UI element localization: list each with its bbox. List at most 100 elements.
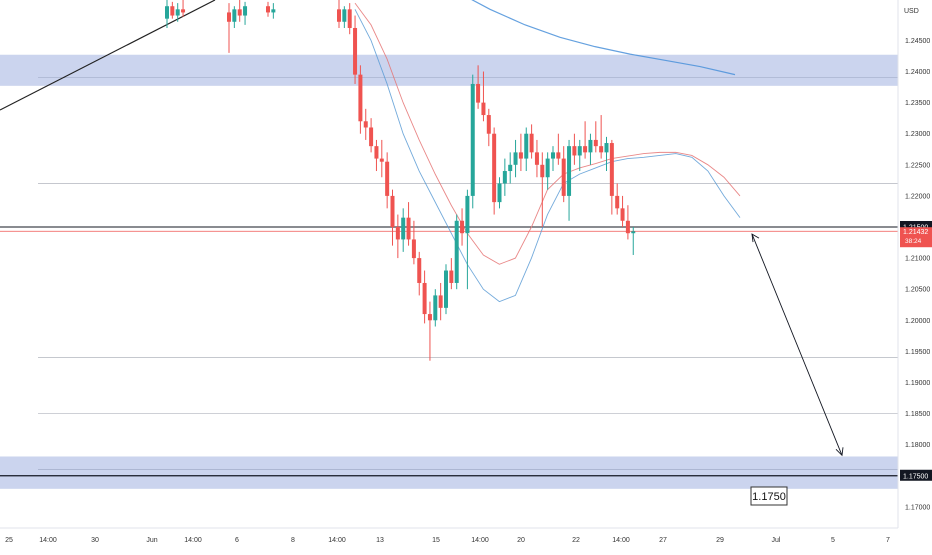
bearish-candle xyxy=(449,270,454,283)
bullish-candle xyxy=(243,6,248,16)
bearish-candle xyxy=(379,158,384,162)
price-tick-label: 1.23500 xyxy=(905,100,930,107)
price-tick-label: 1.19500 xyxy=(905,349,930,356)
bearish-candle xyxy=(481,102,486,116)
time-tick-label: 15 xyxy=(432,537,440,544)
bullish-candle xyxy=(470,83,475,196)
bullish-candle xyxy=(588,139,593,153)
bearish-candle xyxy=(476,83,481,103)
bearish-candle xyxy=(374,146,379,159)
time-tick-label: Jun xyxy=(146,537,157,544)
bearish-candle xyxy=(609,143,614,196)
current-price-badge xyxy=(900,227,932,248)
bearish-candle xyxy=(561,158,566,196)
bullish-candle xyxy=(513,152,518,165)
bearish-candle xyxy=(486,115,491,134)
bullish-candle xyxy=(604,143,609,153)
time-tick-label: 22 xyxy=(572,537,580,544)
time-tick-label: 5 xyxy=(831,537,835,544)
projection-line xyxy=(751,233,843,456)
bearish-candle xyxy=(593,139,598,147)
bearish-candle xyxy=(583,146,588,153)
demand-zone[interactable] xyxy=(0,456,898,489)
bearish-candle xyxy=(181,9,186,13)
price-tick-label: 1.23000 xyxy=(905,131,930,138)
bearish-candle xyxy=(347,9,352,28)
bullish-candle xyxy=(342,9,347,22)
bullish-candle xyxy=(165,6,169,19)
price-tick-label: 1.18000 xyxy=(905,442,930,449)
bullish-candle xyxy=(551,152,555,159)
moving-average-long xyxy=(471,0,736,76)
horizontal-levels xyxy=(0,77,898,477)
time-tick-label: 20 xyxy=(517,537,525,544)
rising-trendline[interactable] xyxy=(0,0,216,111)
target-price-label: 1.17500 xyxy=(903,473,928,480)
projection-arrow[interactable] xyxy=(751,233,844,457)
target-price-badge xyxy=(900,469,932,481)
bearish-candle xyxy=(492,133,497,203)
bearish-candle xyxy=(625,220,630,234)
bullish-candle xyxy=(454,220,459,283)
bullish-candle xyxy=(401,217,406,240)
bullish-candle xyxy=(433,295,438,321)
price-tick-label: 1.24500 xyxy=(905,38,930,45)
bearish-candle xyxy=(363,121,368,128)
bullish-candle xyxy=(567,146,572,196)
supply-zone[interactable] xyxy=(0,54,898,86)
projection-arrowhead-start xyxy=(751,233,760,243)
time-tick-label: 30 xyxy=(91,537,99,544)
price-tick-label: 1.18500 xyxy=(905,411,930,418)
bullish-candle xyxy=(577,146,582,156)
time-tick-label: 14:00 xyxy=(39,537,57,544)
bearish-candle xyxy=(170,6,175,16)
price-tick-label: 1.17000 xyxy=(905,504,930,511)
price-tick-label: 1.20500 xyxy=(905,287,930,294)
bearish-candle xyxy=(417,258,422,283)
time-tick-label: 8 xyxy=(291,537,295,544)
bullish-candle xyxy=(502,171,507,184)
bullish-candle xyxy=(631,231,636,234)
bearish-candle xyxy=(227,12,231,22)
price-tick-label: 1.21000 xyxy=(905,256,930,263)
bullish-candle xyxy=(545,158,550,178)
current-price-label: 1.21432 xyxy=(903,229,928,236)
time-tick-label: 14:00 xyxy=(612,537,630,544)
bearish-candle xyxy=(422,282,427,315)
bearish-candle xyxy=(395,226,400,240)
bearish-candle xyxy=(572,146,577,156)
bullish-candle xyxy=(465,195,470,234)
time-tick-label: 14:00 xyxy=(328,537,346,544)
bearish-candle xyxy=(390,195,395,227)
bearish-candle xyxy=(369,127,374,147)
bearish-candle xyxy=(358,74,363,122)
bullish-candle xyxy=(524,133,529,159)
bearish-candle xyxy=(385,161,390,196)
bearish-candle xyxy=(615,195,620,209)
price-tick-label: 1.22000 xyxy=(905,193,930,200)
moving-average-fast xyxy=(354,9,741,303)
price-axis[interactable]: USD 1.24500 1.24000 1.23500 1.23000 1.22500 1… xyxy=(897,0,932,528)
price-tick-label: 1.24000 xyxy=(905,69,930,76)
trendlines[interactable] xyxy=(0,0,216,111)
bullish-candle xyxy=(232,9,237,22)
price-badges: 1.21500 1.21432 38:24 1.17500 xyxy=(900,220,932,481)
bearish-candle xyxy=(266,6,270,13)
bearish-candle xyxy=(337,9,341,22)
bearish-candle xyxy=(620,208,625,221)
target-callout[interactable]: 1.1750 xyxy=(750,486,788,506)
bullish-candle xyxy=(175,9,180,16)
time-tick-label: 7 xyxy=(886,537,890,544)
price-axis-background xyxy=(898,0,932,528)
time-axis[interactable]: 25 14:00 30 Jun 14:00 6 8 14:00 13 15 14:00 20 22 14:… xyxy=(0,527,898,544)
bearish-candle xyxy=(353,27,358,75)
bearish-candle xyxy=(599,146,604,153)
time-tick-label: 29 xyxy=(716,537,724,544)
candlesticks xyxy=(165,0,636,361)
bearish-candle xyxy=(518,152,523,159)
bearish-candle xyxy=(237,9,242,16)
price-tick-label: 1.19000 xyxy=(905,380,930,387)
bullish-candle xyxy=(508,164,513,172)
